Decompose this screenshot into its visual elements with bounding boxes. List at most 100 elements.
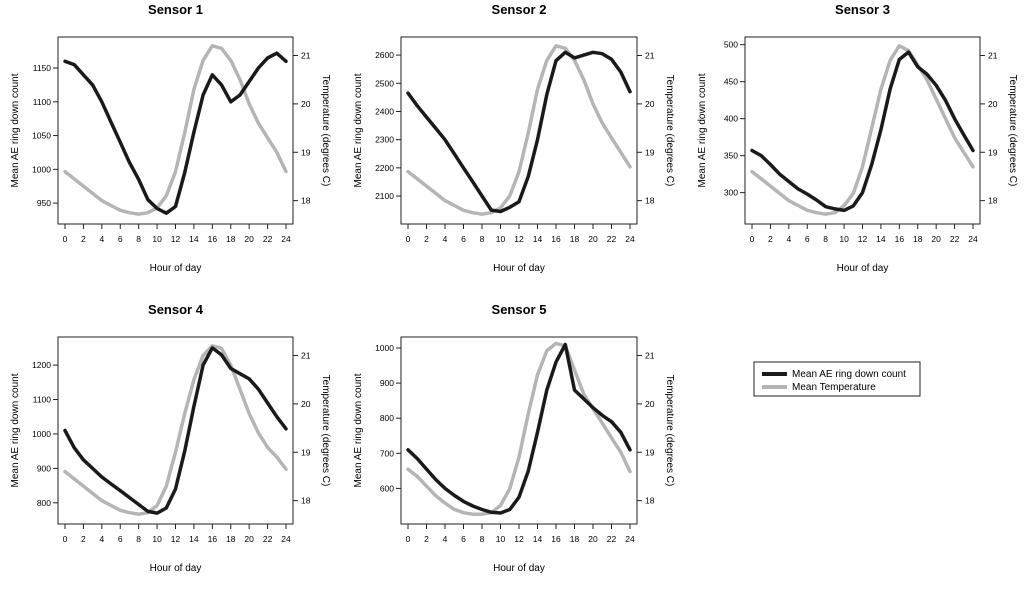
x-tick-label: 16 bbox=[551, 234, 561, 244]
y-tick-label: 450 bbox=[724, 77, 738, 87]
x-tick-label: 2 bbox=[424, 234, 429, 244]
y2-tick-label: 20 bbox=[301, 399, 311, 409]
y2-tick-label: 21 bbox=[988, 51, 998, 61]
ae-count-series-line bbox=[406, 50, 632, 214]
x-tick-label: 20 bbox=[588, 534, 598, 544]
chart-title: Sensor 4 bbox=[148, 302, 204, 317]
x-tick-label: 24 bbox=[281, 234, 291, 244]
y2-tick-label: 19 bbox=[301, 447, 311, 457]
legend-label-ae: Mean AE ring down count bbox=[792, 369, 906, 380]
ae-count-series-line bbox=[63, 51, 288, 215]
chart-title: Sensor 3 bbox=[835, 2, 890, 17]
y-tick-label: 300 bbox=[724, 188, 738, 198]
y-tick-label: 1100 bbox=[33, 395, 52, 405]
x-tick-label: 0 bbox=[63, 534, 68, 544]
y-tick-label: 1000 bbox=[375, 343, 394, 353]
x-tick-label: 14 bbox=[189, 234, 199, 244]
x-tick-label: 16 bbox=[208, 534, 218, 544]
x-tick-label: 20 bbox=[931, 234, 941, 244]
y-tick-label: 1100 bbox=[33, 97, 52, 107]
x-tick-label: 12 bbox=[171, 534, 181, 544]
x-tick-label: 4 bbox=[786, 234, 791, 244]
y2-tick-label: 18 bbox=[301, 496, 311, 506]
y-tick-label: 1150 bbox=[33, 63, 52, 73]
x-tick-label: 10 bbox=[496, 234, 506, 244]
x-tick-label: 24 bbox=[625, 234, 635, 244]
y2-axis-label: Temperature (degrees C) bbox=[320, 375, 331, 487]
ae-count-series-line bbox=[750, 50, 975, 213]
chart-title: Sensor 1 bbox=[148, 2, 203, 17]
y-tick-label: 600 bbox=[380, 483, 394, 493]
x-tick-label: 14 bbox=[876, 234, 886, 244]
x-tick-label: 22 bbox=[950, 234, 960, 244]
x-tick-label: 2 bbox=[424, 534, 429, 544]
y-tick-label: 1200 bbox=[32, 360, 51, 370]
y2-tick-label: 18 bbox=[645, 496, 655, 506]
y2-tick-label: 18 bbox=[988, 196, 998, 206]
y-tick-label: 2200 bbox=[375, 163, 394, 173]
y-tick-label: 2600 bbox=[375, 50, 394, 60]
chart-title: Sensor 2 bbox=[492, 2, 547, 17]
x-tick-label: 0 bbox=[750, 234, 755, 244]
y-tick-label: 950 bbox=[37, 198, 51, 208]
y-tick-label: 2100 bbox=[375, 191, 394, 201]
y2-tick-label: 19 bbox=[645, 147, 655, 157]
y-axis-label: Mean AE ring down count bbox=[353, 373, 364, 487]
chart-title: Sensor 5 bbox=[492, 302, 547, 317]
y-tick-label: 1000 bbox=[32, 164, 51, 174]
y-axis-label: Mean AE ring down count bbox=[353, 73, 364, 187]
legend: Mean AE ring down count Mean Temperature bbox=[753, 361, 921, 397]
ae-count-series-line bbox=[406, 342, 632, 515]
x-tick-label: 12 bbox=[171, 234, 181, 244]
legend-box bbox=[753, 361, 921, 397]
temperature-series-line bbox=[750, 44, 975, 216]
y-tick-label: 350 bbox=[724, 151, 738, 161]
y2-axis-label: Temperature (degrees C) bbox=[320, 75, 331, 187]
y-tick-label: 400 bbox=[724, 114, 738, 124]
y2-axis-label: Temperature (degrees C) bbox=[664, 375, 675, 487]
x-tick-label: 6 bbox=[118, 234, 123, 244]
x-tick-label: 18 bbox=[570, 234, 580, 244]
x-tick-label: 6 bbox=[805, 234, 810, 244]
y-tick-label: 800 bbox=[380, 413, 394, 423]
x-tick-label: 10 bbox=[152, 534, 162, 544]
x-tick-label: 6 bbox=[461, 234, 466, 244]
x-tick-label: 10 bbox=[839, 234, 849, 244]
x-tick-label: 0 bbox=[406, 534, 411, 544]
y-tick-label: 500 bbox=[724, 40, 738, 50]
x-tick-label: 4 bbox=[443, 534, 448, 544]
x-tick-label: 8 bbox=[823, 234, 828, 244]
y2-tick-label: 20 bbox=[988, 99, 998, 109]
x-axis-label: Hour of day bbox=[150, 263, 202, 274]
y2-tick-label: 21 bbox=[645, 51, 655, 61]
x-axis-label: Hour of day bbox=[493, 263, 545, 274]
x-tick-label: 22 bbox=[263, 234, 273, 244]
x-tick-label: 14 bbox=[533, 534, 543, 544]
x-axis-label: Hour of day bbox=[150, 563, 202, 574]
y2-tick-label: 20 bbox=[645, 99, 655, 109]
x-tick-label: 4 bbox=[443, 234, 448, 244]
y-tick-label: 1000 bbox=[32, 429, 51, 439]
x-tick-label: 24 bbox=[968, 234, 978, 244]
x-tick-label: 8 bbox=[136, 534, 141, 544]
x-axis-label: Hour of day bbox=[837, 263, 889, 274]
y-axis-label: Mean AE ring down count bbox=[10, 373, 21, 487]
y-tick-label: 2500 bbox=[375, 78, 394, 88]
x-tick-label: 22 bbox=[607, 234, 617, 244]
x-tick-label: 14 bbox=[189, 534, 199, 544]
x-tick-label: 10 bbox=[496, 534, 506, 544]
y-tick-label: 900 bbox=[380, 378, 394, 388]
x-tick-label: 10 bbox=[152, 234, 162, 244]
x-tick-label: 8 bbox=[480, 234, 485, 244]
x-tick-label: 16 bbox=[895, 234, 905, 244]
x-tick-label: 2 bbox=[81, 534, 86, 544]
x-tick-label: 20 bbox=[588, 234, 598, 244]
y2-tick-label: 19 bbox=[301, 147, 311, 157]
x-tick-label: 0 bbox=[63, 234, 68, 244]
x-tick-label: 6 bbox=[118, 534, 123, 544]
y-tick-label: 2400 bbox=[375, 106, 394, 116]
y2-tick-label: 21 bbox=[301, 351, 311, 361]
x-tick-label: 24 bbox=[281, 534, 291, 544]
